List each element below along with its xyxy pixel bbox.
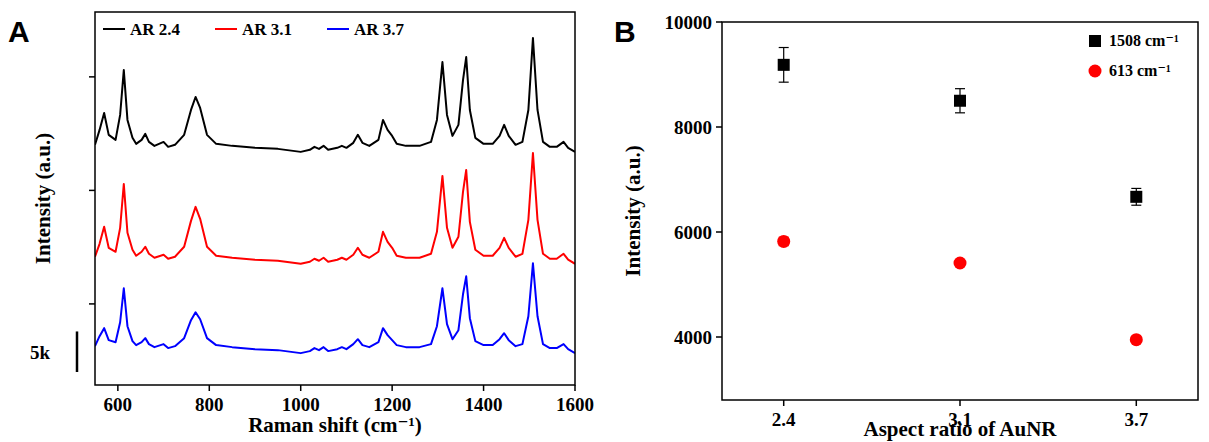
x-tick	[574, 385, 576, 391]
y-tick	[716, 336, 722, 338]
x-tick-label: 600	[104, 394, 133, 415]
legend-label: AR 3.1	[242, 20, 292, 39]
error-bar	[955, 89, 965, 113]
figure: A 600 800 1000 1200 1400 1600 Raman shift (cm⁻¹…	[0, 0, 1209, 442]
plot-area	[777, 48, 1143, 347]
x-tick	[783, 400, 785, 406]
panel-label: A	[8, 15, 30, 48]
y-tick	[89, 190, 95, 192]
error-cap	[1131, 205, 1141, 206]
legend-swatch	[1089, 35, 1101, 47]
plot-frame	[95, 12, 575, 385]
point	[778, 59, 790, 71]
point	[954, 256, 967, 269]
legend-swatch	[1089, 65, 1102, 78]
y-tick-label: 8000	[674, 117, 712, 138]
y-axis-label: Intensity (a.u.)	[621, 145, 645, 276]
error-cap	[955, 112, 965, 113]
x-tick	[1136, 400, 1138, 406]
legend-label: AR 2.4	[130, 20, 181, 39]
legend-label: AR 3.7	[354, 20, 405, 39]
x-tick-label: 1200	[373, 394, 411, 415]
x-tick	[483, 385, 485, 391]
legend-label: 1508 cm⁻¹	[1109, 32, 1179, 49]
point	[954, 95, 966, 107]
x-tick-label: 1000	[282, 394, 320, 415]
y-tick-label: 6000	[674, 222, 712, 243]
legend-swatch	[103, 28, 125, 30]
error-cap	[779, 47, 789, 48]
legend-swatch	[215, 28, 237, 30]
point	[1130, 191, 1142, 203]
y-tick-label: 4000	[674, 327, 712, 348]
error-cap	[955, 88, 965, 89]
x-tick-label: 3.7	[1124, 409, 1148, 430]
x-tick	[117, 385, 119, 391]
y-axis-label: Intensity (a.u.)	[31, 133, 55, 264]
y-tick	[89, 303, 95, 305]
scale-bar-label: 5k	[30, 342, 51, 363]
point	[777, 235, 790, 248]
x-tick-label: 800	[195, 394, 224, 415]
scale-bar	[76, 331, 79, 372]
legend-label: 613 cm⁻¹	[1109, 62, 1171, 79]
x-tick-label: 2.4	[772, 409, 796, 430]
y-tick	[89, 76, 95, 78]
x-tick	[209, 385, 211, 391]
legend-swatch	[327, 28, 349, 30]
error-bar	[1131, 188, 1141, 205]
spectrum-line	[95, 153, 575, 264]
plot-frame	[722, 22, 1198, 400]
plot-area	[95, 38, 575, 353]
panel-label: B	[614, 15, 636, 48]
spectrum-line	[95, 38, 575, 152]
x-tick-label: 1600	[556, 394, 594, 415]
spectrum-line	[95, 263, 575, 353]
x-tick	[300, 385, 302, 391]
error-cap	[779, 82, 789, 83]
x-tick	[391, 385, 393, 391]
x-axis-label: Raman shift (cm⁻¹)	[248, 413, 422, 437]
error-cap	[1131, 188, 1141, 189]
x-tick	[959, 400, 961, 406]
y-tick-label: 10000	[665, 12, 713, 33]
x-axis-label: Aspect ratio of AuNR	[863, 417, 1057, 441]
y-tick	[716, 21, 722, 23]
point	[1130, 333, 1143, 346]
error-bar	[779, 48, 789, 83]
y-tick	[716, 231, 722, 233]
y-tick	[716, 126, 722, 128]
x-tick-label: 1400	[465, 394, 503, 415]
